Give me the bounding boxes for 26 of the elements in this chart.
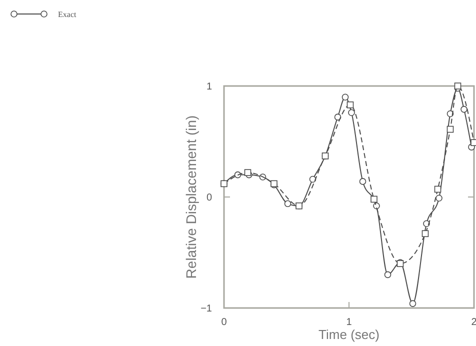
legend-label: Exact bbox=[58, 10, 77, 19]
point bbox=[436, 194, 442, 202]
point bbox=[284, 200, 292, 208]
point bbox=[370, 196, 378, 203]
point bbox=[334, 114, 342, 120]
point bbox=[244, 169, 252, 176]
point bbox=[422, 230, 429, 238]
point bbox=[409, 300, 416, 307]
y-tick-label: 1 bbox=[206, 82, 212, 92]
point bbox=[434, 186, 442, 193]
x-tick-label: 0 bbox=[221, 317, 228, 328]
point bbox=[454, 82, 462, 90]
point bbox=[460, 106, 468, 113]
point bbox=[346, 101, 354, 108]
y-axis-title: Relative Displacement (in) bbox=[183, 115, 199, 279]
x-tick-label: 1 bbox=[346, 317, 352, 328]
point bbox=[359, 178, 366, 185]
x-tick-label: 2 bbox=[471, 317, 476, 328]
point bbox=[348, 109, 355, 116]
y-tick-label: −1 bbox=[200, 304, 212, 314]
y-tick-label: 0 bbox=[206, 192, 212, 204]
x-axis-title: Time (sec) bbox=[318, 327, 380, 342]
point bbox=[384, 271, 392, 278]
point bbox=[342, 94, 349, 100]
point bbox=[373, 202, 380, 210]
point bbox=[446, 126, 454, 133]
